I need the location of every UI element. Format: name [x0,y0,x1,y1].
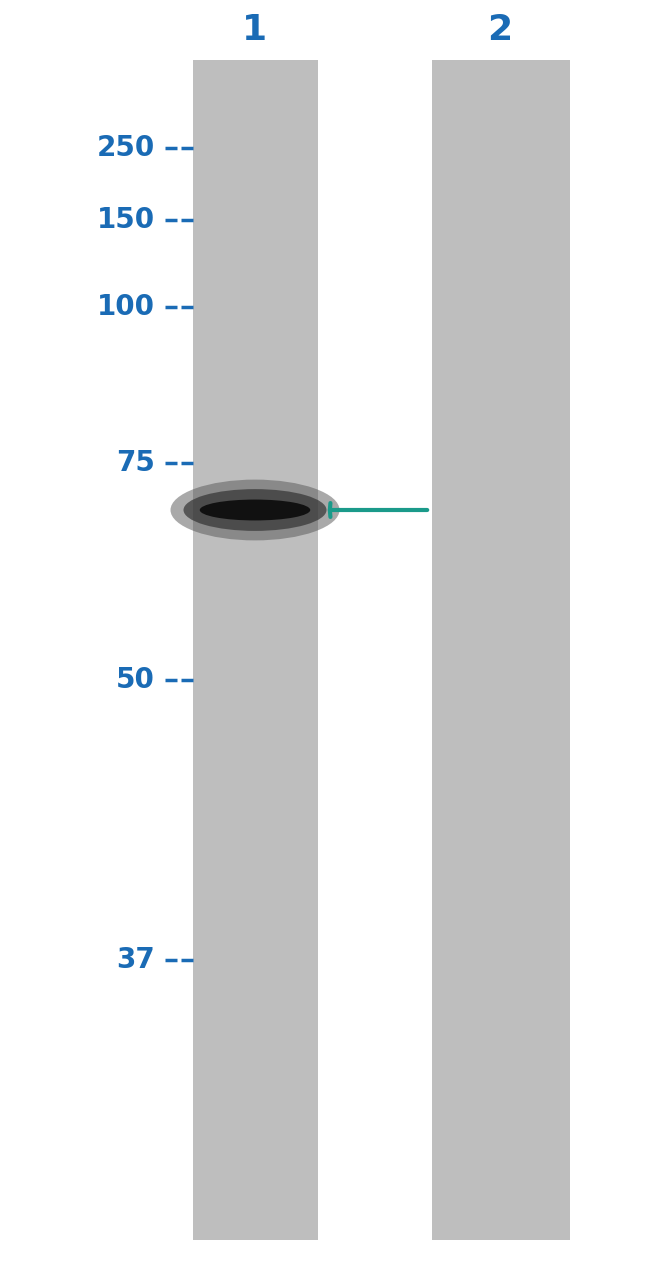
Ellipse shape [183,489,326,531]
Text: 37: 37 [116,946,155,974]
Text: 100: 100 [97,293,155,321]
Bar [193,60,318,1240]
Ellipse shape [200,499,310,521]
Text: 50: 50 [116,665,155,693]
Bar [432,60,570,1240]
Text: 75: 75 [116,450,155,478]
Text: 2: 2 [488,13,513,47]
Text: 250: 250 [97,135,155,163]
Text: 1: 1 [242,13,268,47]
Text: 150: 150 [97,206,155,234]
Ellipse shape [170,480,339,541]
